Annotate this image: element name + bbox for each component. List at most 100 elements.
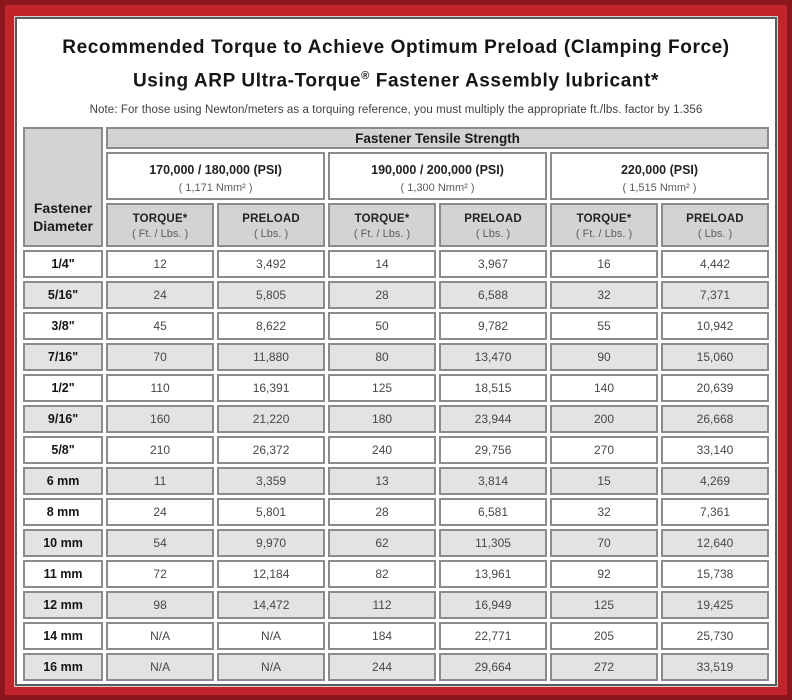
table-body: 1/4" 12 3,492 14 3,967 16 4,442 5/16" 24 5,805 28 6… bbox=[23, 250, 769, 682]
preload-value-cell: N/A bbox=[217, 622, 326, 651]
table-row: 1/4" 12 3,492 14 3,967 16 4,442 bbox=[23, 250, 769, 279]
preload-value-cell: 9,970 bbox=[217, 529, 326, 558]
diameter-cell: 7/16" bbox=[23, 343, 104, 372]
registered-trademark-symbol: ® bbox=[361, 70, 370, 82]
preload-value-cell: 6,588 bbox=[439, 281, 548, 310]
diameter-cell: 5/16" bbox=[23, 281, 104, 310]
preload-value-cell: 16,391 bbox=[217, 374, 326, 403]
column-header-main: TORQUE* bbox=[354, 213, 410, 226]
torque-value-cell: 270 bbox=[550, 436, 658, 465]
torque-value-cell: 70 bbox=[550, 529, 658, 558]
torque-value-cell: 13 bbox=[328, 467, 437, 496]
torque-value-cell: 15 bbox=[550, 467, 658, 496]
table-row: 16 mm N/A N/A 244 29,664 272 33,519 bbox=[23, 653, 769, 682]
diameter-cell: 1/2" bbox=[23, 374, 104, 403]
preload-value-cell: 11,880 bbox=[217, 343, 326, 372]
psi-group-220: 220,000 (PSI) ( 1,515 Nmm² ) bbox=[550, 152, 769, 201]
preload-value-cell: 7,371 bbox=[661, 281, 769, 310]
preload-column-header: PRELOAD ( Lbs. ) bbox=[217, 203, 326, 248]
torque-value-cell: N/A bbox=[106, 653, 215, 682]
table-row: 7/16" 70 11,880 80 13,470 90 15,060 bbox=[23, 343, 769, 372]
table-row: 3/8" 45 8,622 50 9,782 55 10,942 bbox=[23, 312, 769, 341]
torque-value-cell: 28 bbox=[328, 281, 437, 310]
diameter-cell: 10 mm bbox=[23, 529, 104, 558]
torque-value-cell: 205 bbox=[550, 622, 658, 651]
preload-value-cell: 11,305 bbox=[439, 529, 548, 558]
column-header-sub: ( Lbs. ) bbox=[697, 228, 733, 241]
torque-value-cell: 125 bbox=[328, 374, 437, 403]
nmm-value: ( 1,171 Nmm² ) bbox=[178, 181, 253, 194]
column-header-main: TORQUE* bbox=[576, 213, 632, 226]
table-row: 8 mm 24 5,801 28 6,581 32 7,361 bbox=[23, 498, 769, 527]
column-header-sub: ( Ft. / Lbs. ) bbox=[575, 228, 633, 241]
table-row: 6 mm 11 3,359 13 3,814 15 4,269 bbox=[23, 467, 769, 496]
preload-value-cell: 3,492 bbox=[217, 250, 326, 279]
torque-preload-header-row: TORQUE* ( Ft. / Lbs. ) PRELOAD ( Lbs. ) … bbox=[23, 203, 769, 248]
torque-value-cell: 16 bbox=[550, 250, 658, 279]
torque-value-cell: 184 bbox=[328, 622, 437, 651]
preload-value-cell: 4,269 bbox=[661, 467, 769, 496]
psi-group-190-200: 190,000 / 200,000 (PSI) ( 1,300 Nmm² ) bbox=[328, 152, 548, 201]
torque-value-cell: 24 bbox=[106, 498, 215, 527]
preload-value-cell: 3,814 bbox=[439, 467, 548, 496]
column-header-main: PRELOAD bbox=[242, 213, 300, 226]
torque-column-header: TORQUE* ( Ft. / Lbs. ) bbox=[106, 203, 215, 248]
table-row: 1/2" 110 16,391 125 18,515 140 20,639 bbox=[23, 374, 769, 403]
table-row: 9/16" 160 21,220 180 23,944 200 26,668 bbox=[23, 405, 769, 434]
table-row: 12 mm 98 14,472 112 16,949 125 19,425 bbox=[23, 591, 769, 620]
table-row: 14 mm N/A N/A 184 22,771 205 25,730 bbox=[23, 622, 769, 651]
torque-table: Fastener Diameter Fastener Tensile Stren… bbox=[20, 124, 772, 684]
preload-value-cell: 9,782 bbox=[439, 312, 548, 341]
tensile-strength-header: Fastener Tensile Strength bbox=[106, 127, 769, 150]
diameter-cell: 8 mm bbox=[23, 498, 104, 527]
preload-value-cell: 26,372 bbox=[217, 436, 326, 465]
table-row: 10 mm 54 9,970 62 11,305 70 12,640 bbox=[23, 529, 769, 558]
diameter-cell: 1/4" bbox=[23, 250, 104, 279]
diameter-cell: 11 mm bbox=[23, 560, 104, 589]
preload-column-header: PRELOAD ( Lbs. ) bbox=[661, 203, 769, 248]
torque-value-cell: 244 bbox=[328, 653, 437, 682]
nmm-value: ( 1,300 Nmm² ) bbox=[400, 181, 475, 194]
column-header-main: TORQUE* bbox=[132, 213, 188, 226]
torque-value-cell: 125 bbox=[550, 591, 658, 620]
preload-value-cell: 5,805 bbox=[217, 281, 326, 310]
preload-value-cell: 8,622 bbox=[217, 312, 326, 341]
column-header-sub: ( Lbs. ) bbox=[475, 228, 511, 241]
preload-value-cell: N/A bbox=[217, 653, 326, 682]
table-row: 11 mm 72 12,184 82 13,961 92 15,738 bbox=[23, 560, 769, 589]
preload-value-cell: 20,639 bbox=[661, 374, 769, 403]
torque-value-cell: 80 bbox=[328, 343, 437, 372]
diameter-cell: 9/16" bbox=[23, 405, 104, 434]
torque-value-cell: 98 bbox=[106, 591, 215, 620]
diameter-cell: 16 mm bbox=[23, 653, 104, 682]
preload-value-cell: 33,140 bbox=[661, 436, 769, 465]
preload-value-cell: 3,359 bbox=[217, 467, 326, 496]
column-header-sub: ( Ft. / Lbs. ) bbox=[353, 228, 411, 241]
torque-value-cell: 200 bbox=[550, 405, 658, 434]
psi-value: 170,000 / 180,000 (PSI) bbox=[149, 162, 282, 177]
diameter-cell: 12 mm bbox=[23, 591, 104, 620]
diameter-cell: 5/8" bbox=[23, 436, 104, 465]
title-line-1: Recommended Torque to Achieve Optimum Pr… bbox=[62, 37, 730, 58]
diameter-cell: 6 mm bbox=[23, 467, 104, 496]
title-line-2-pre: Using ARP Ultra-Torque bbox=[132, 70, 362, 92]
column-header-main: PRELOAD bbox=[464, 213, 522, 226]
preload-value-cell: 13,961 bbox=[439, 560, 548, 589]
table-row: 5/16" 24 5,805 28 6,588 32 7,371 bbox=[23, 281, 769, 310]
torque-value-cell: 50 bbox=[328, 312, 437, 341]
preload-value-cell: 10,942 bbox=[661, 312, 769, 341]
title-line-2: Using ARP Ultra-Torque® Fastener Assembl… bbox=[20, 62, 772, 95]
torque-value-cell: 45 bbox=[106, 312, 215, 341]
preload-value-cell: 25,730 bbox=[661, 622, 769, 651]
torque-value-cell: 90 bbox=[550, 343, 658, 372]
torque-value-cell: 112 bbox=[328, 591, 437, 620]
preload-value-cell: 12,640 bbox=[661, 529, 769, 558]
fastener-diameter-header: Fastener Diameter bbox=[23, 127, 104, 248]
preload-value-cell: 6,581 bbox=[439, 498, 548, 527]
preload-value-cell: 18,515 bbox=[439, 374, 548, 403]
torque-value-cell: 140 bbox=[550, 374, 658, 403]
page-title: Recommended Torque to Achieve Optimum Pr… bbox=[20, 34, 772, 95]
torque-value-cell: 180 bbox=[328, 405, 437, 434]
torque-value-cell: 240 bbox=[328, 436, 437, 465]
preload-value-cell: 21,220 bbox=[217, 405, 326, 434]
